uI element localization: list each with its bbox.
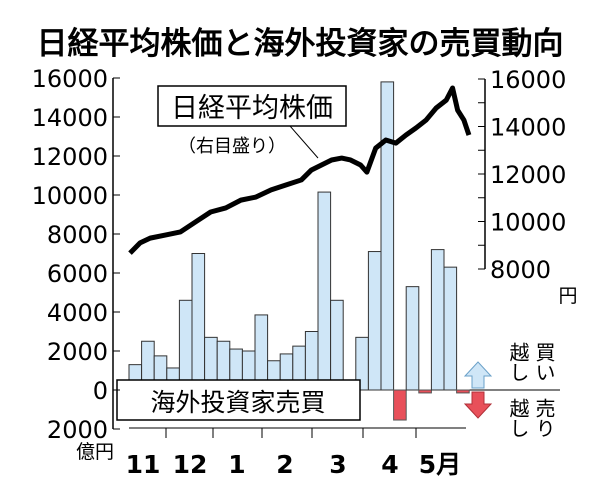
buy-bar (380, 81, 395, 391)
sell-bar (456, 389, 470, 394)
left-tick-label: 2000 (47, 338, 108, 366)
buy-bar (191, 253, 206, 391)
buy-bar (178, 299, 193, 391)
nikkei-line (128, 85, 472, 255)
foreign-label: 海外投資家売買 (150, 388, 325, 417)
left-unit-label: 億円 (76, 441, 114, 463)
chart-title: 日経平均株価と海外投資家の売買動向 (37, 26, 564, 62)
x-tick-label: 5月 (419, 450, 461, 479)
buy-bar (430, 249, 445, 391)
nikkei-note: （右目盛り） (178, 136, 286, 157)
buy-label-1: 買い (532, 342, 556, 382)
sell-bar (418, 389, 432, 394)
buy-label-2: 越し (506, 342, 530, 382)
buy-bar (317, 191, 332, 391)
right-unit-label: 円 (558, 285, 577, 307)
sell-label-1: 売り (532, 398, 556, 438)
x-tick-label: 4 (381, 450, 398, 479)
right-tick-label: 8000 (490, 256, 551, 284)
left-tick-label: 14000 (32, 104, 108, 132)
left-tick-label: 16000 (32, 65, 108, 93)
x-tick-label: 11 (126, 450, 161, 479)
right-tick-label: 14000 (490, 114, 566, 142)
buy-arrow-icon (463, 361, 493, 389)
left-tick-label: 6000 (47, 260, 108, 288)
right-tick-label: 12000 (490, 161, 566, 189)
left-tick-label: 4000 (47, 299, 108, 327)
x-tick-label: 2 (276, 450, 293, 479)
right-tick-label: 16000 (490, 66, 566, 94)
x-tick-label: 3 (329, 450, 346, 479)
nikkei-label: 日経平均株価 (171, 93, 333, 124)
buy-bar (367, 251, 382, 391)
x-tick-label: 12 (173, 450, 208, 479)
nikkei-label-box: 日経平均株価 (157, 85, 347, 159)
buy-bar (443, 266, 458, 391)
left-tick-label: 8000 (47, 221, 108, 249)
sell-bar (393, 389, 407, 421)
sell-arrow-icon (463, 391, 493, 419)
legend: 買い 越し 売り 越し (463, 342, 556, 438)
callout-line (289, 125, 319, 159)
sell-label-2: 越し (506, 398, 530, 438)
left-tick-label: 0 (93, 377, 108, 405)
x-tick-label: 1 (228, 450, 245, 479)
right-tick-label: 10000 (490, 209, 566, 237)
buy-bar (330, 299, 344, 391)
buy-bar (254, 314, 269, 391)
left-tick-label: 10000 (32, 182, 108, 210)
buy-bar (405, 286, 420, 391)
foreign-label-box: 海外投資家売買 (116, 379, 361, 421)
left-tick-label: 2000 (47, 416, 108, 444)
left-tick-label: 12000 (32, 143, 108, 171)
